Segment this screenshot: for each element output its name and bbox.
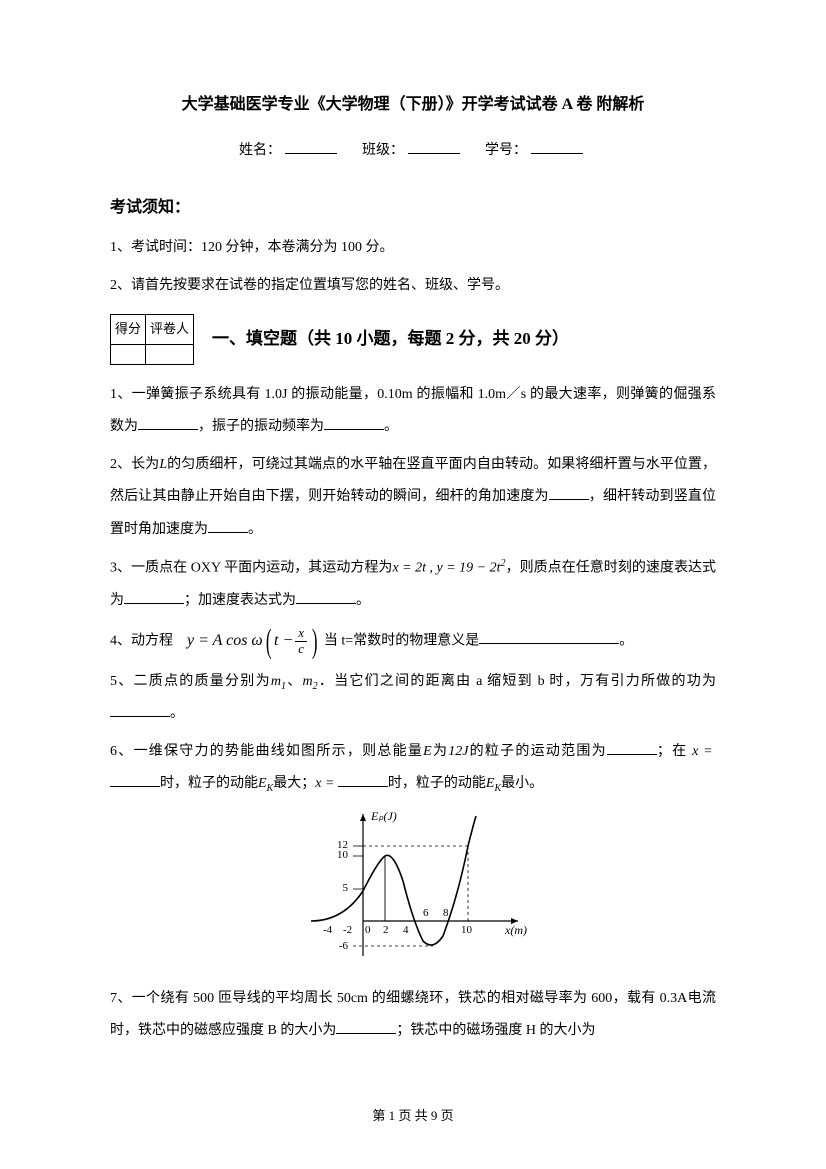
q6-E: E (423, 744, 432, 759)
q6-EK2: EK (486, 776, 501, 791)
q3-equation: x = 2t , y = 19 − 2t2 (392, 552, 505, 585)
q6-text-2: 为 (432, 744, 449, 759)
blank (110, 716, 170, 717)
potential-energy-graph: Eₚ(J) x(m) 12 10 5 -6 -4 -2 0 2 4 6 8 10 (293, 806, 533, 966)
score-col-1: 得分 (111, 315, 146, 345)
svg-text:6: 6 (423, 907, 429, 919)
score-col-2: 评卷人 (146, 315, 194, 345)
svg-text:8: 8 (443, 907, 449, 919)
svg-text:x(m): x(m) (504, 923, 527, 937)
notice-item-2: 2、请首先按要求在试卷的指定位置填写您的姓名、班级、学号。 (110, 271, 716, 300)
q3-text-3: ；加速度表达式为 (184, 593, 296, 608)
q6-text-3: 的粒子的运动范围为 (468, 744, 606, 759)
student-info-line: 姓名： 班级： 学号： (110, 138, 716, 165)
q5-text-1: 5、二质点的质量分别为 (110, 674, 271, 689)
blank (324, 429, 384, 430)
blank (338, 786, 388, 787)
name-blank (285, 153, 337, 154)
q2-L: L (159, 457, 167, 472)
svg-text:-4: -4 (323, 924, 333, 936)
q3-text-4: 。 (356, 593, 370, 608)
q6-text-8: 最小。 (501, 776, 543, 791)
q6-text-6: 最大； (273, 776, 315, 791)
page-footer: 第 1 页 共 9 页 (0, 1104, 826, 1129)
blank (479, 643, 619, 644)
q1-text-2: ，振子的振动频率为 (198, 419, 324, 434)
q6-text-5: 时，粒子的动能 (160, 776, 258, 791)
notice-heading: 考试须知： (110, 193, 716, 223)
section-title: 一、填空题（共 10 小题，每题 2 分，共 20 分） (212, 323, 569, 355)
score-table: 得分 评卷人 (110, 314, 194, 365)
svg-text:4: 4 (403, 924, 409, 936)
question-7: 7、一个绕有 500 匝导线的平均周长 50cm 的细螺绕环，铁芯的相对磁导率为… (110, 983, 716, 1047)
q6-text-7: 时，粒子的动能 (388, 776, 486, 791)
q5-m2: m2 (302, 674, 317, 689)
svg-text:10: 10 (337, 849, 349, 861)
blank (296, 603, 356, 604)
blank (607, 754, 657, 755)
q4-text-3: 。 (619, 633, 633, 648)
exam-title: 大学基础医学专业《大学物理（下册）》开学考试试卷 A 卷 附解析 (110, 90, 716, 120)
section-header-row: 得分 评卷人 一、填空题（共 10 小题，每题 2 分，共 20 分） (110, 314, 716, 365)
svg-text:5: 5 (343, 882, 349, 894)
q4-text-2: 当 t=常数时的物理意义是 (324, 633, 479, 648)
name-label: 姓名： (239, 143, 281, 158)
q5-text-2: ．当它们之间的距离由 a 缩短到 b 时，万有引力所做的功为 (318, 674, 716, 689)
svg-text:0: 0 (365, 924, 371, 936)
class-blank (408, 153, 460, 154)
q1-text-3: 。 (384, 419, 398, 434)
notice-item-1: 1、考试时间：120 分钟，本卷满分为 100 分。 (110, 233, 716, 262)
q6-text-1: 6、一维保守力的势能曲线如图所示，则总能量 (110, 744, 423, 759)
class-label: 班级： (362, 143, 404, 158)
q5-text-3: 。 (170, 706, 184, 721)
score-cell-1 (111, 344, 146, 364)
q6-val: 12J (448, 744, 468, 759)
svg-text:Eₚ(J): Eₚ(J) (370, 809, 397, 823)
q6-EK1: EK (258, 776, 273, 791)
q5-m1: m1 (271, 674, 286, 689)
q2-text-4: 。 (248, 522, 262, 537)
blank (336, 1033, 396, 1034)
q6-text-4: ；在 (657, 744, 688, 759)
q3-text-1: 3、一质点在 OXY 平面内运动，其运动方程为 (110, 560, 392, 575)
blank (124, 603, 184, 604)
score-cell-2 (146, 344, 194, 364)
q4-text-1: 4、动方程 (110, 633, 173, 648)
id-label: 学号： (485, 143, 527, 158)
blank (138, 429, 198, 430)
question-6: 6、一维保守力的势能曲线如图所示，则总能量E为12J的粒子的运动范围为 ；在 x … (110, 736, 716, 800)
svg-text:2: 2 (383, 924, 389, 936)
blank (208, 532, 248, 533)
question-5: 5、二质点的质量分别为m1、m2．当它们之间的距离由 a 缩短到 b 时，万有引… (110, 666, 716, 730)
svg-text:10: 10 (461, 924, 473, 936)
q6-graph: Eₚ(J) x(m) 12 10 5 -6 -4 -2 0 2 4 6 8 10 (110, 806, 716, 977)
question-1: 1、一弹簧振子系统具有 1.0J 的振动能量，0.10m 的振幅和 1.0m／s… (110, 379, 716, 443)
q2-text-1: 2、长为 (110, 457, 159, 472)
q4-formula: y = A cos ω ( t − xc ) (187, 623, 320, 660)
question-2: 2、长为L的匀质细杆，可绕过其端点的水平轴在竖直平面内自由转动。如果将细杆置与水… (110, 449, 716, 546)
q5-sep: 、 (286, 674, 303, 689)
blank (549, 499, 589, 500)
question-4: 4、动方程 y = A cos ω ( t − xc ) 当 t=常数时的物理意… (110, 623, 716, 660)
svg-text:-2: -2 (343, 924, 352, 936)
svg-text:-6: -6 (339, 940, 349, 952)
question-3: 3、一质点在 OXY 平面内运动，其运动方程为x = 2t , y = 19 −… (110, 552, 716, 617)
id-blank (531, 153, 583, 154)
blank (110, 786, 160, 787)
q6-x1: x = (692, 744, 712, 759)
q6-x2: x = (315, 776, 334, 791)
q7-text-2: ；铁芯中的磁场强度 H 的大小为 (396, 1023, 595, 1038)
